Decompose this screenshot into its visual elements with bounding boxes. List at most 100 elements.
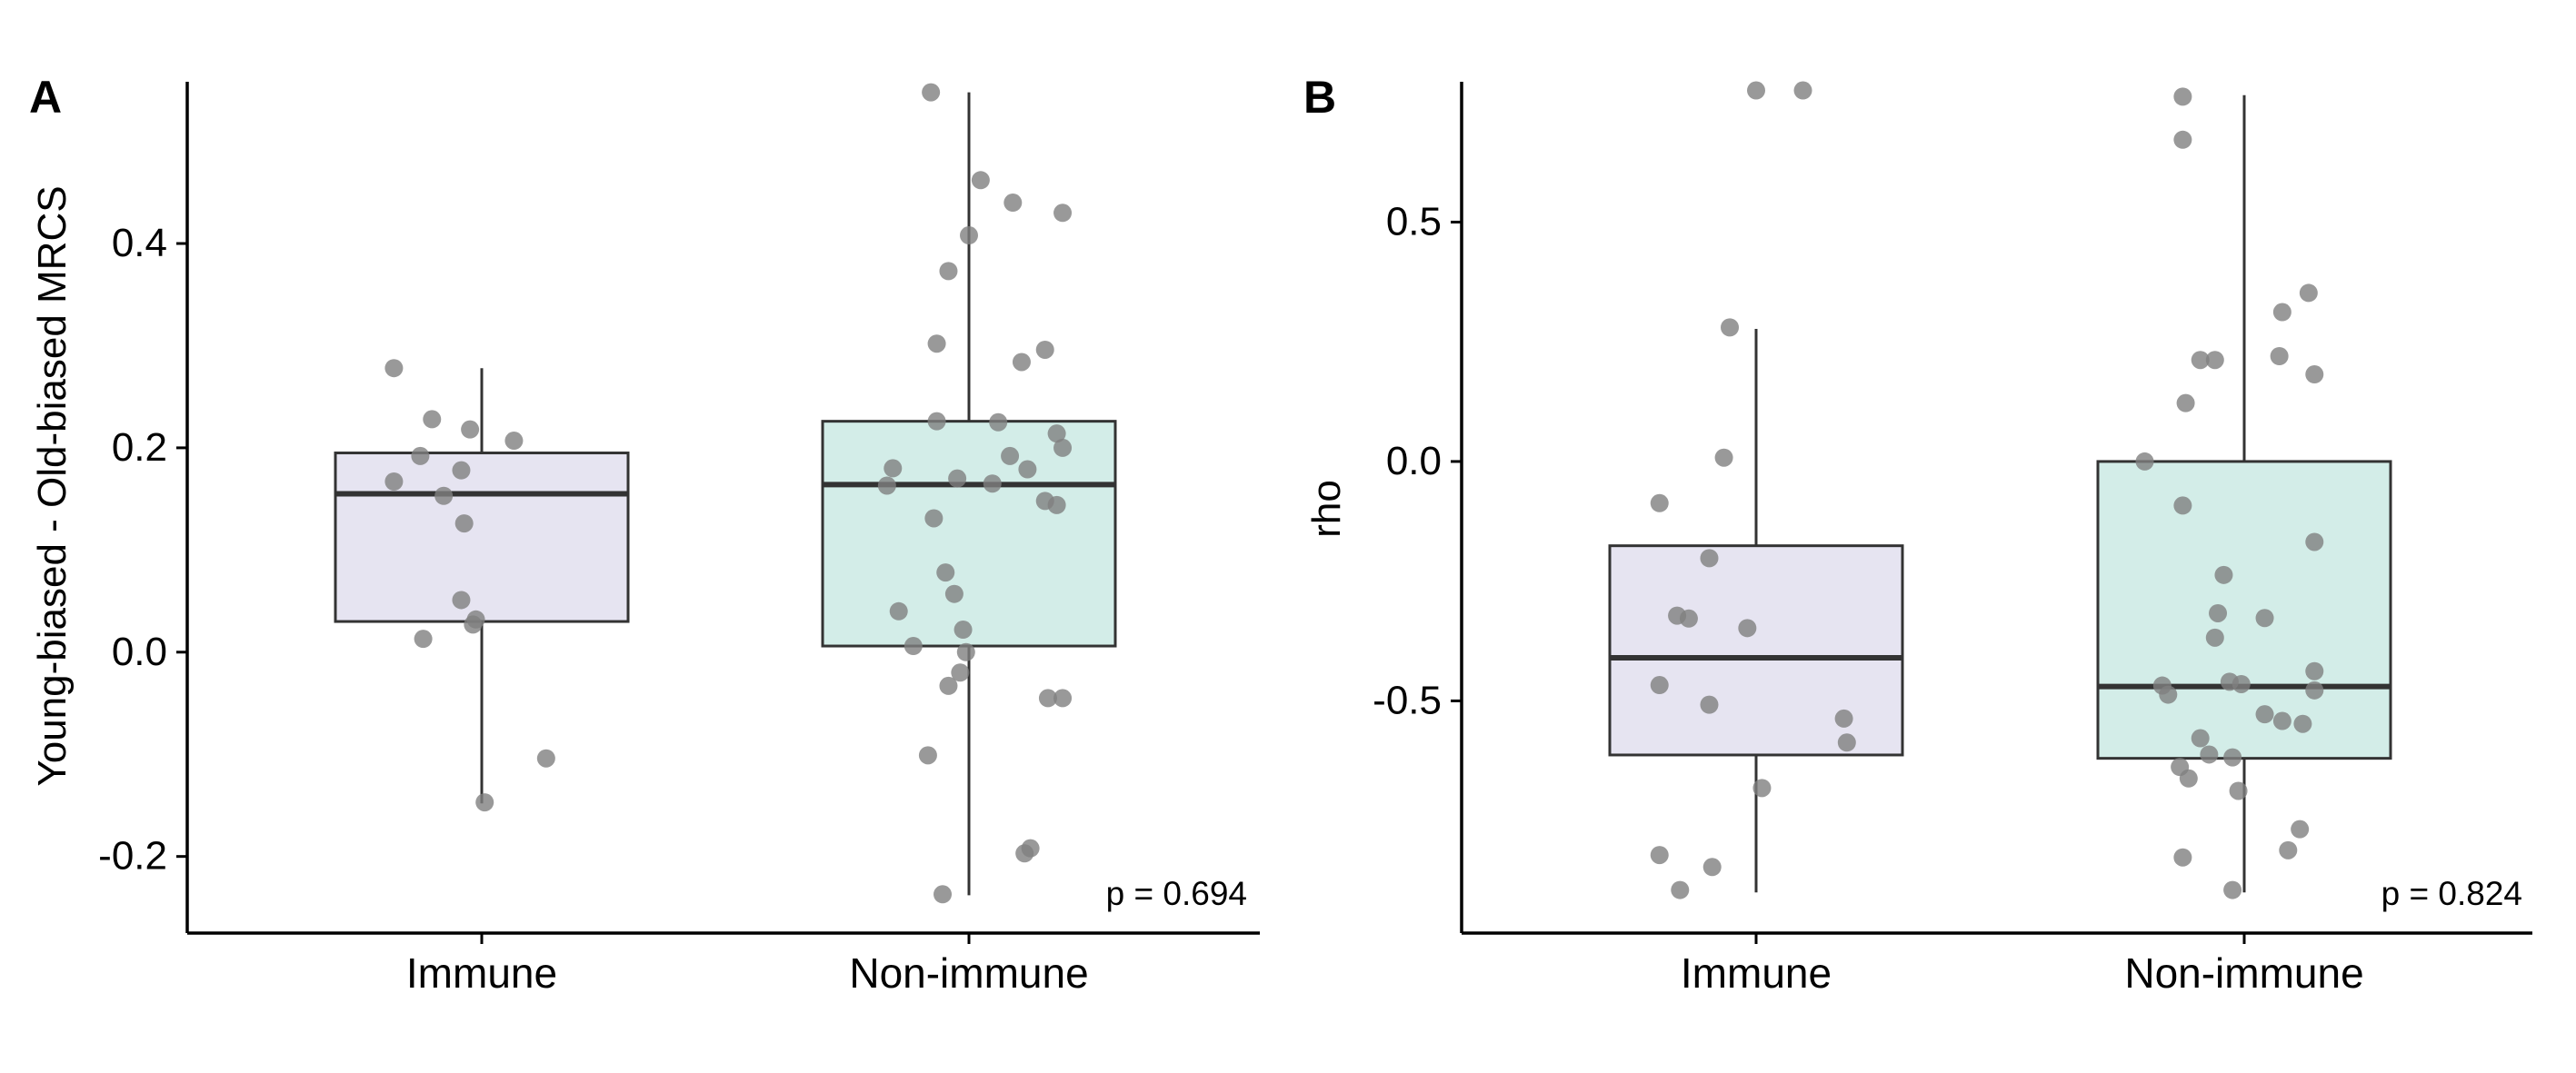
panel-b-label: B xyxy=(1303,72,1336,123)
panel-b-data-point xyxy=(2255,609,2274,628)
panel-b-data-point xyxy=(2173,496,2192,515)
panel-a-data-point xyxy=(1047,424,1066,443)
panel-a-y-tick-label: 0.0 xyxy=(112,630,167,674)
panel-a-data-point xyxy=(884,459,903,478)
panel-b-data-point xyxy=(2191,351,2210,370)
panel-a-data-point xyxy=(1047,495,1066,514)
panel-b-data-point xyxy=(1714,448,1733,467)
panel-a-y-tick-label: -0.2 xyxy=(98,834,167,879)
panel-a-x-tick-label: Immune xyxy=(406,949,557,997)
panel-a-data-point xyxy=(1035,340,1054,359)
panel-b-y-axis-title: rho xyxy=(1304,480,1349,538)
panel-a-data-point xyxy=(461,420,480,439)
panel-b-data-point xyxy=(2305,532,2324,551)
panel-a-data-point xyxy=(1001,446,1020,465)
panel-a-data-point xyxy=(1018,460,1037,479)
panel-b-data-point xyxy=(1650,676,1669,695)
panel-a-data-point xyxy=(971,171,990,190)
panel-b-data-point xyxy=(2173,848,2192,867)
panel-a-data-point xyxy=(939,676,958,695)
panel-b-data-point xyxy=(2272,711,2291,730)
panel-b-data-point xyxy=(2173,130,2192,149)
panel-a-data-point xyxy=(922,83,941,102)
panel-a-data-point xyxy=(956,642,975,661)
panel-a-data-point xyxy=(924,509,944,528)
panel-b-p-value: p = 0.824 xyxy=(2381,875,2522,912)
panel-b-data-point xyxy=(2159,685,2178,704)
panel-a-data-point xyxy=(414,630,433,649)
panel-b-y-tick-label: 0.5 xyxy=(1386,199,1442,243)
panel-b-non-immune-box xyxy=(2096,460,2392,760)
panel-a-data-point xyxy=(536,749,555,768)
panel-b-data-point xyxy=(1650,846,1669,865)
panel-b-data-point xyxy=(1671,880,1690,899)
panel-a-data-point xyxy=(384,472,404,492)
panel-a-data-point xyxy=(452,591,471,610)
panel-a-data-point xyxy=(454,514,474,533)
panel-b-data-point xyxy=(2205,628,2224,647)
panel-a-y-tick-label: 0.2 xyxy=(112,425,167,470)
panel-a-data-point xyxy=(1015,844,1034,863)
panel-a-y-tick-label: 0.4 xyxy=(112,221,167,265)
panel-b-data-point xyxy=(2209,603,2228,622)
panel-b-data-point xyxy=(2200,745,2219,764)
panel-a-data-point xyxy=(475,793,494,812)
panel-b-x-tick-label: Non-immune xyxy=(2124,949,2363,997)
panel-b-data-point xyxy=(2229,781,2248,800)
panel-b-data-point xyxy=(2223,748,2242,767)
panel-a-data-point xyxy=(954,621,973,640)
panel-a-data-point xyxy=(877,476,896,495)
panel-a-data-point xyxy=(983,474,1002,493)
panel-b-data-point xyxy=(2205,351,2224,370)
panel-b-data-point xyxy=(2232,674,2251,693)
panel-a-data-point xyxy=(927,412,946,431)
panel-b-data-point xyxy=(2299,283,2318,303)
panel-a-x-tick-label: Non-immune xyxy=(849,949,1088,997)
panel-a-data-point xyxy=(948,469,967,488)
panel-b-data-point xyxy=(2179,769,2198,788)
panel-b-data-point xyxy=(1738,619,1757,638)
panel-b-data-point xyxy=(2305,365,2324,384)
panel-b-data-point xyxy=(2272,303,2291,322)
panel-b-data-point xyxy=(2293,714,2312,733)
panel-a-data-point xyxy=(1053,204,1073,223)
panel-a-data-point xyxy=(960,226,978,245)
panel-b-data-point xyxy=(1837,733,1856,752)
panel-a-immune-box xyxy=(334,452,630,623)
panel-a-data-point xyxy=(1053,689,1073,708)
panel-b-data-point xyxy=(2255,705,2274,724)
panel-a-data-point xyxy=(944,584,964,603)
panel-b-data-point xyxy=(2223,880,2242,899)
panel-a-label: A xyxy=(29,72,62,123)
panel-a-data-point xyxy=(936,563,955,582)
panel-a-data-point xyxy=(1003,194,1023,213)
panel-a-data-point xyxy=(452,461,471,480)
panel-b-data-point xyxy=(1700,549,1719,568)
panel-b-y-tick-label: -0.5 xyxy=(1373,678,1442,722)
panel-b-data-point xyxy=(2173,87,2192,106)
panel-b-data-point xyxy=(2305,661,2324,681)
panel-b-data-point xyxy=(1700,695,1719,714)
panel-b-data-point xyxy=(1702,858,1722,877)
panel-a: A Young-biased - Old-biased MRCS p = 0.6… xyxy=(29,72,1260,997)
panel-a-data-point xyxy=(464,615,483,634)
panel-a-data-point xyxy=(951,663,970,682)
panel-a-data-point xyxy=(989,412,1008,432)
panel-a-data-point xyxy=(934,885,953,904)
panel-b-data-point xyxy=(2270,346,2289,365)
panel-a-data-point xyxy=(411,446,430,465)
panel-b: B rho p = 0.824 -0.5 0.0 0.5 Immune Non-immu… xyxy=(1303,72,2532,997)
panel-a-data-point xyxy=(927,334,946,353)
panel-b-immune-box xyxy=(1608,544,1904,757)
panel-a-data-point xyxy=(1053,438,1073,457)
panel-b-data-point xyxy=(2279,840,2298,859)
panel-a-data-point xyxy=(504,432,524,451)
panel-b-data-point xyxy=(1650,493,1669,512)
panel-b-y-tick-label: 0.0 xyxy=(1386,439,1442,483)
panel-a-data-point xyxy=(1012,353,1031,372)
panel-a-data-point xyxy=(918,746,937,765)
panel-a-data-point xyxy=(423,410,442,429)
panel-b-data-point xyxy=(1679,609,1698,628)
panel-a-non-immune-box xyxy=(821,420,1117,648)
panel-b-data-point xyxy=(2135,452,2154,471)
